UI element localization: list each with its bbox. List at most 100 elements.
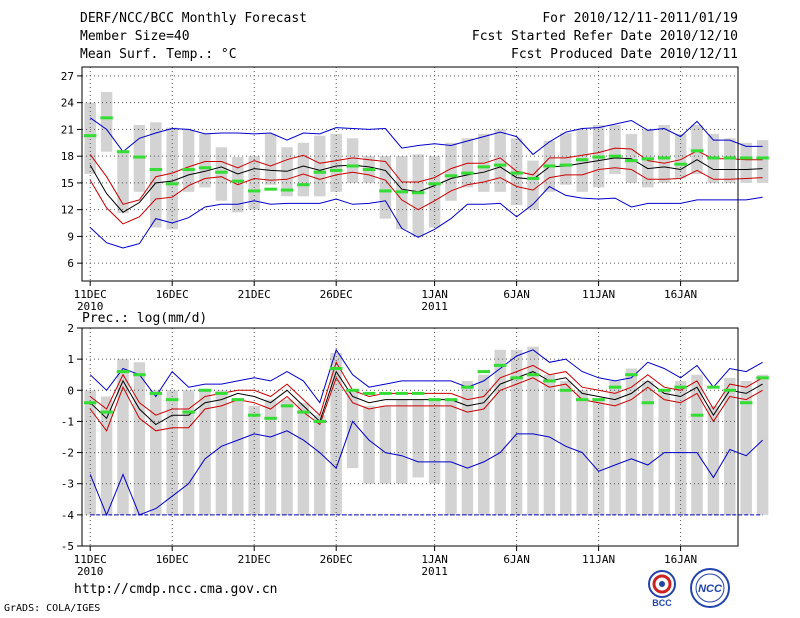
y-tick-label: 27 [61,70,74,83]
ensemble-box [330,352,342,515]
ensemble-box [724,377,736,515]
footer-url[interactable]: http://cmdp.ncc.cma.gov.cn [74,582,278,597]
variable-label: Mean Surf. Temp.: °C [80,47,237,62]
series-upper-line [89,147,763,205]
ensemble-box [199,133,211,188]
y-tick-label: 1 [67,353,74,366]
y-tick-label: 21 [61,123,74,136]
ensemble-box [494,129,506,192]
x-tick-label: 1JAN [421,288,448,301]
x-tick-label: 16DEC [156,553,189,566]
ensemble-box [363,405,375,484]
forecast-start-date: Fcst Started Refer Date 2010/12/10 [471,29,738,44]
ensemble-box [117,359,129,515]
forecast-produced-date: Fcst Produced Date 2010/12/11 [511,47,738,62]
y-tick-label: -4 [61,509,75,522]
chart-title: DERF/NCC/BCC Monthly Forecast [80,11,307,26]
member-size: Member Size=40 [80,29,190,44]
ensemble-box [314,135,326,197]
ensemble-box [494,349,506,515]
y-tick-label: 18 [61,150,74,163]
ensemble-box [724,138,736,183]
ensemble-box [84,102,96,174]
y-tick-label: -3 [61,478,74,491]
series-lower-line [89,167,763,225]
series-lower-line [89,376,763,432]
ensemble-box [560,132,572,185]
ensemble-box [150,122,162,228]
ensemble-box [445,399,457,515]
ensemble-box [609,380,621,515]
ensemble-box [625,368,638,515]
x-tick-label: 26DEC [320,553,353,566]
x-tick-label: 11DEC [74,288,107,301]
x-tick-label: 16DEC [156,288,189,301]
ensemble-box [346,138,359,183]
ensemble-box [674,133,687,179]
ncc-logo-text: NCC [698,583,723,595]
ensemble-box [396,399,408,484]
ensemble-box [100,91,113,152]
ensemble-box [199,390,211,515]
y-tick-label: -1 [61,415,74,428]
ensemble-box [412,399,424,478]
ensemble-box [182,390,195,515]
ensemble-box [707,405,720,515]
ensemble-box [592,399,605,515]
series-max-line [89,117,763,156]
ensemble-box [691,374,703,515]
ensemble-box [232,399,244,515]
ensemble-box [297,142,310,197]
ensemble-box [100,396,113,515]
ensemble-box [379,156,392,219]
x-tick-label: 21DEC [238,553,271,566]
ensemble-box [264,133,277,185]
plot-frame [81,327,739,547]
panel-2 [77,327,769,551]
ensemble-box [740,380,752,515]
x-tick-label: 11DEC [74,553,107,566]
y-tick-label: 6 [67,257,74,270]
bcc-logo: BCC [648,570,676,608]
panel-1 [77,66,769,286]
x-tick-label: 21DEC [238,288,271,301]
x-tick-label: 6JAN [503,553,530,566]
plot-frame [81,66,739,282]
ensemble-box [658,124,670,183]
ensemble-box [609,124,621,174]
ensemble-box [461,380,474,515]
series-upper-line [89,361,763,417]
ncc-logo: NCC [690,568,730,608]
ensemble-box [215,390,228,515]
forecast-period: For 2010/12/11-2011/01/19 [542,11,738,26]
series-mean-line [89,370,763,426]
y-tick-label: 24 [61,97,75,110]
x-tick-label: 11JAN [582,553,615,566]
x-year-label: 2010 [77,565,104,578]
y-tick-label: 0 [67,384,74,397]
x-year-label: 2011 [421,565,448,578]
series-max-line [89,348,763,404]
ensemble-box [543,374,556,515]
ensemble-box [478,374,490,515]
ensemble-box [330,133,342,192]
ensemble-box [133,362,146,515]
ensemble-box [527,160,539,210]
ensemble-box [642,380,654,515]
ensemble-box [560,380,572,515]
ensemble-box [314,415,326,515]
x-tick-label: 1JAN [421,553,448,566]
ensemble-box [166,127,178,230]
ensemble-box [412,154,424,237]
panel-title: Prec.: log(mm/d) [82,311,207,326]
x-tick-label: 16JAN [664,288,697,301]
footer-credit: GrADS: COLA/IGES [4,603,101,614]
ensemble-box [445,142,457,201]
x-tick-label: 16JAN [664,553,697,566]
ensemble-box [756,140,769,183]
series-min-line [89,420,763,517]
bcc-logo-text: BCC [652,598,672,608]
ensemble-box [674,380,687,515]
y-tick-label: 15 [61,177,74,190]
